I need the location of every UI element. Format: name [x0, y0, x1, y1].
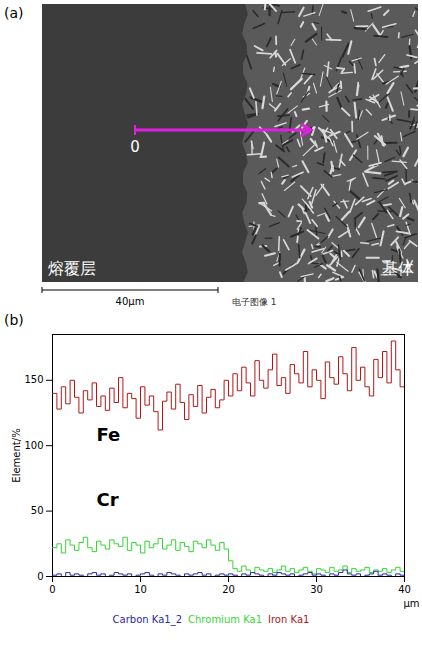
- svg-text:0: 0: [37, 571, 43, 582]
- svg-text:50: 50: [31, 505, 44, 516]
- svg-text:0: 0: [49, 584, 55, 595]
- html-text:Chromium Ka1: Chromium Ka1: [188, 614, 262, 625]
- svg-text:150: 150: [24, 374, 43, 385]
- svg-text:40μm: 40μm: [116, 296, 145, 307]
- svg-text:40: 40: [398, 584, 411, 595]
- svg-text:100: 100: [24, 440, 43, 451]
- svg-text:20: 20: [222, 584, 235, 595]
- svg-text:0: 0: [130, 138, 140, 156]
- html-text:(b): (b): [4, 312, 24, 328]
- svg-text:Fe: Fe: [97, 424, 121, 445]
- svg-text:熔覆层: 熔覆层: [48, 259, 96, 278]
- svg-text:30: 30: [310, 584, 323, 595]
- svg-text:10: 10: [134, 584, 147, 595]
- svg-text:(a): (a): [4, 5, 24, 21]
- svg-text:Element/%: Element/%: [11, 428, 22, 482]
- html-text:Carbon Ka1_2: Carbon Ka1_2: [112, 614, 182, 625]
- svg-text:电子图像 1: 电子图像 1: [232, 297, 277, 307]
- svg-text:Cr: Cr: [97, 489, 119, 510]
- svg-text:基体: 基体: [382, 259, 414, 278]
- html-text:Iron Ka1: Iron Ka1: [268, 614, 310, 625]
- svg-text:μm: μm: [403, 598, 419, 609]
